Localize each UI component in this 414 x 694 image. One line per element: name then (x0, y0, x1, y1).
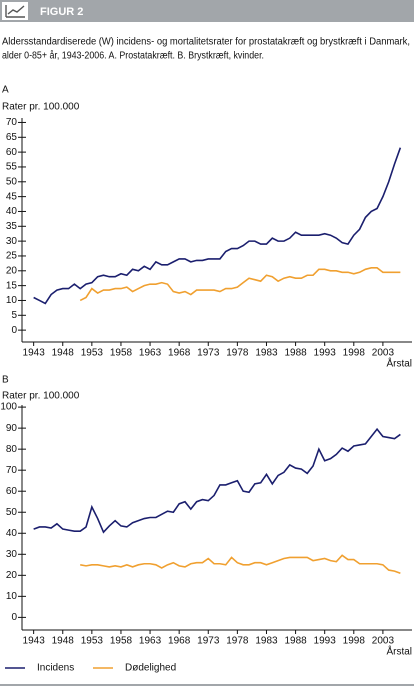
header-bar (0, 0, 414, 22)
x-tick-label: 1993 (314, 636, 337, 647)
x-tick-label: 1973 (197, 636, 220, 647)
x-tick-label: 1948 (52, 348, 75, 359)
y-tick-label: 45 (6, 191, 18, 202)
panel-label: B (2, 375, 9, 386)
x-tick-label: 1958 (110, 636, 133, 647)
x-tick-label: 1988 (284, 348, 307, 359)
y-tick-label: 40 (6, 528, 18, 539)
y-tick-label: 30 (6, 236, 18, 247)
y-tick-label: 40 (6, 206, 18, 217)
y-tick-label: 60 (6, 147, 18, 158)
x-tick-label: 1953 (81, 348, 104, 359)
data-line (79, 267, 401, 302)
panel-label: A (2, 85, 9, 96)
y-tick-label: 35 (6, 221, 18, 232)
y-tick-label: 0 (11, 612, 17, 623)
y-tick-label: 70 (6, 117, 18, 128)
y-tick-label: 10 (6, 295, 18, 306)
y-tick-label: 20 (6, 265, 18, 276)
y-axis-label: Rater pr. 100.000 (2, 102, 80, 113)
data-line (80, 554, 401, 574)
y-tick-label: 60 (6, 486, 18, 497)
x-tick-label: 1953 (81, 636, 104, 647)
y-tick-label: 0 (11, 325, 17, 336)
y-tick-label: 30 (6, 549, 18, 560)
figure-label: FIGUR 2 (40, 6, 83, 18)
x-tick-label: 1948 (52, 636, 75, 647)
legend-label: Incidens (37, 663, 74, 674)
x-axis-label: Årstal (386, 645, 412, 658)
x-tick-label: 1993 (314, 348, 337, 359)
y-tick-label: 80 (6, 444, 18, 455)
x-tick-label: 1998 (343, 636, 366, 647)
x-axis-label: Årstal (386, 357, 412, 370)
y-tick-label: 10 (6, 591, 18, 602)
x-tick-label: 1963 (139, 348, 162, 359)
y-axis-label: Rater pr. 100.000 (2, 391, 80, 402)
x-tick-label: 2003 (372, 348, 395, 359)
y-tick-label: 55 (6, 162, 18, 173)
y-tick-label: 20 (6, 570, 18, 581)
data-line (33, 147, 402, 305)
caption-line: alder 0-85+ år, 1943-2006. A. Prostatakr… (2, 50, 264, 62)
chart-icon (5, 5, 25, 18)
x-tick-label: 1943 (23, 348, 46, 359)
x-tick-label: 1988 (284, 636, 307, 647)
x-tick-label: 1998 (343, 348, 366, 359)
x-tick-label: 1978 (226, 636, 249, 647)
x-tick-label: 1978 (226, 348, 249, 359)
data-line (33, 427, 401, 534)
y-tick-label: 65 (6, 132, 18, 143)
y-tick-label: 50 (6, 176, 18, 187)
y-tick-label: 100 (0, 402, 17, 413)
x-tick-label: 2003 (372, 636, 395, 647)
x-tick-label: 1983 (255, 348, 278, 359)
y-tick-label: 90 (6, 423, 18, 434)
y-tick-label: 15 (6, 280, 18, 291)
y-tick-label: 50 (6, 507, 18, 518)
x-tick-label: 1943 (23, 636, 46, 647)
x-tick-label: 1983 (255, 636, 278, 647)
y-tick-label: 5 (11, 310, 17, 321)
y-tick-label: 25 (6, 251, 18, 262)
y-tick-label: 70 (6, 465, 18, 476)
x-tick-label: 1968 (168, 636, 191, 647)
x-tick-label: 1958 (110, 348, 133, 359)
x-tick-label: 1968 (168, 348, 191, 359)
legend-label: Dødelighed (125, 663, 176, 674)
x-tick-label: 1963 (139, 636, 162, 647)
caption-line: Aldersstandardiserede (W) incidens- og m… (2, 37, 410, 48)
x-tick-label: 1973 (197, 348, 220, 359)
